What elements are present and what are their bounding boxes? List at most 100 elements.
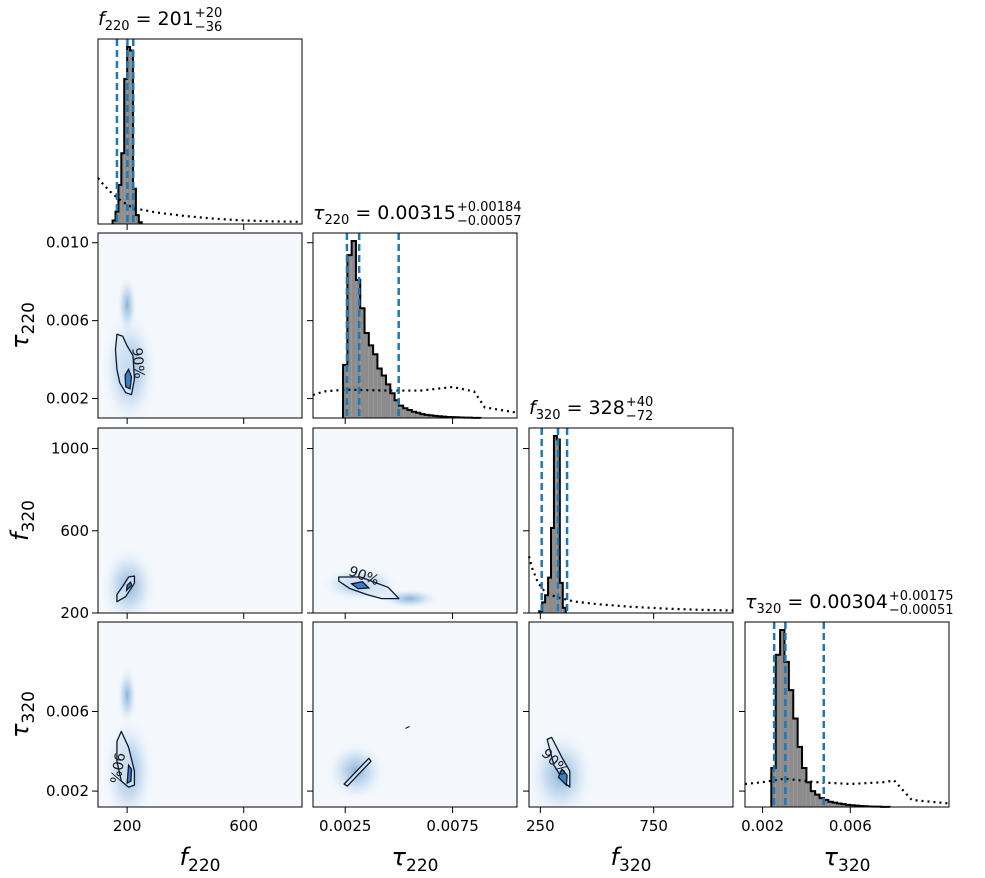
density-panel-220-320: 90%: [97, 621, 303, 808]
y-tick-label: 0.010: [46, 234, 89, 252]
histogram-bar: [424, 414, 429, 418]
x-axis-label: τ220: [392, 843, 439, 876]
title-symbol: τ: [313, 202, 325, 224]
axis-subscript: 320: [619, 856, 651, 876]
title-symbol: f: [98, 8, 108, 30]
histogram-bar: [548, 577, 551, 613]
x-axis-label: τ320: [824, 843, 871, 876]
histogram-bar: [819, 798, 824, 807]
density-panel-220-320: 90%: [312, 427, 518, 614]
histogram-bar: [556, 439, 560, 613]
panel-frame: [312, 232, 518, 419]
panel-content: [325, 725, 410, 802]
title-subscript: 320: [536, 408, 561, 423]
y-tick-label: 600: [60, 522, 89, 540]
histogram-panel-f220: f220 = 201 +20−36: [97, 6, 303, 225]
histogram-bar: [823, 799, 829, 807]
title-plus: +0.00175: [889, 589, 954, 604]
histogram-bar: [802, 768, 807, 807]
histogram-bar: [828, 801, 833, 807]
histogram-bar: [124, 78, 128, 224]
histogram-bar: [562, 607, 566, 613]
x-tick-label: 0.0075: [426, 817, 479, 835]
title-value: = 0.00315: [349, 202, 456, 224]
histogram-bar: [428, 415, 434, 418]
y-axis-label: τ220: [6, 302, 39, 349]
axis-symbol: τ: [6, 334, 34, 349]
axis-subscript: 320: [19, 500, 39, 532]
histogram-bar: [810, 791, 816, 807]
title-plus: +20: [195, 6, 222, 21]
histogram-bar: [550, 528, 554, 613]
histogram-bar: [386, 384, 391, 418]
panel-frame: [97, 232, 303, 419]
histogram-bar: [360, 308, 365, 418]
histogram-bar: [416, 412, 421, 418]
contour-label: 90%: [128, 347, 147, 379]
histogram-bar: [407, 410, 412, 418]
axis-symbol: τ: [6, 723, 34, 738]
histogram-bar: [135, 215, 139, 224]
x-tick-label: 200: [113, 817, 142, 835]
histogram-bar: [775, 654, 781, 807]
histogram-bar: [377, 368, 382, 418]
axis-subscript: 320: [838, 856, 870, 876]
density-panel-320-320: 90%: [528, 621, 734, 808]
histogram-outline: [770, 629, 891, 808]
histogram-bar: [121, 153, 125, 224]
histogram-bar: [797, 746, 803, 807]
histogram-bar: [112, 220, 116, 224]
histogram-bar: [832, 802, 838, 807]
title-value: = 201: [130, 8, 194, 30]
y-tick-label: 1000: [51, 440, 89, 458]
panel-content: 90%: [320, 564, 440, 609]
title-subscript: 220: [105, 19, 130, 34]
histogram-bar: [130, 50, 133, 224]
panel-frame: [744, 621, 950, 808]
x-tick-label: 600: [229, 817, 258, 835]
y-tick-label: 0.006: [46, 312, 89, 330]
histogram-outline: [342, 240, 482, 419]
histogram-bar: [351, 241, 356, 418]
panel-title: τ320 = 0.00304: [745, 591, 888, 617]
contour-50: [126, 763, 133, 785]
axis-subscript: 220: [188, 856, 220, 876]
panel-frame: [312, 621, 518, 808]
panel-frame: [97, 38, 303, 225]
histogram-bar: [815, 794, 820, 807]
histogram-bar: [347, 255, 352, 418]
axis-symbol: τ: [392, 843, 407, 871]
prior-line: [744, 777, 950, 805]
histogram-bar: [368, 345, 374, 418]
histogram-bar: [118, 185, 122, 224]
histogram-panel-τ320: τ320 = 0.00304 +0.00175−0.00051: [744, 589, 954, 808]
contour-50: [557, 767, 568, 787]
axis-symbol: τ: [824, 843, 839, 871]
title-minus: −36: [195, 20, 222, 35]
title-symbol: f: [529, 397, 539, 419]
panel-frame: [97, 427, 303, 614]
histogram-bar: [841, 804, 846, 807]
histogram-bar: [127, 47, 131, 224]
title-minus: −0.00057: [457, 214, 522, 229]
title-symbol: τ: [745, 591, 757, 613]
histogram-outline: [538, 435, 567, 613]
histogram-bar: [545, 595, 549, 613]
histogram-bar: [784, 661, 789, 807]
histogram-bar: [433, 415, 438, 418]
histogram-bar: [837, 803, 842, 807]
contour-90: [343, 757, 372, 787]
histogram-bar: [788, 690, 794, 807]
title-plus: +0.00184: [457, 200, 522, 215]
y-axis-label: f320: [6, 500, 39, 541]
axis-subscript: 320: [19, 691, 39, 723]
density-panel-220-220: 90%: [97, 232, 303, 419]
x-axis-label: f320: [611, 843, 652, 876]
histogram-panel-f320: f320 = 328 +40−72: [527, 395, 734, 614]
title-value: = 328: [561, 397, 625, 419]
panel-frame: [312, 427, 518, 614]
panel-frame: [97, 621, 303, 808]
histogram-bar: [394, 400, 399, 418]
x-tick-label: 0.0025: [319, 817, 372, 835]
panel-frame: [528, 427, 734, 614]
